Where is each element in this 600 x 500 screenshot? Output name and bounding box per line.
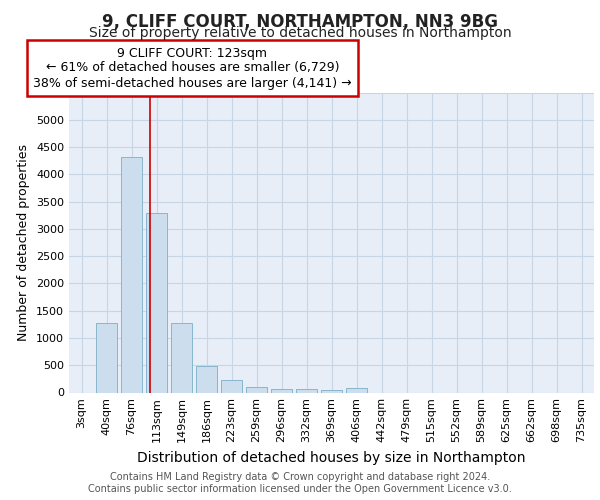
Bar [346, 388, 367, 392]
Bar [296, 389, 317, 392]
Text: 9, CLIFF COURT, NORTHAMPTON, NN3 9BG: 9, CLIFF COURT, NORTHAMPTON, NN3 9BG [102, 12, 498, 30]
Bar [271, 388, 292, 392]
Text: Size of property relative to detached houses in Northampton: Size of property relative to detached ho… [89, 26, 511, 40]
Text: 9 CLIFF COURT: 123sqm
← 61% of detached houses are smaller (6,729)
38% of semi-d: 9 CLIFF COURT: 123sqm ← 61% of detached … [33, 46, 352, 90]
Bar [196, 366, 217, 392]
Y-axis label: Number of detached properties: Number of detached properties [17, 144, 31, 341]
Bar [96, 323, 117, 392]
Bar [121, 157, 142, 392]
Bar [221, 380, 242, 392]
Bar [146, 213, 167, 392]
X-axis label: Distribution of detached houses by size in Northampton: Distribution of detached houses by size … [137, 451, 526, 465]
Bar [321, 390, 342, 392]
Bar [246, 387, 267, 392]
Bar [171, 322, 192, 392]
Text: Contains HM Land Registry data © Crown copyright and database right 2024.
Contai: Contains HM Land Registry data © Crown c… [88, 472, 512, 494]
